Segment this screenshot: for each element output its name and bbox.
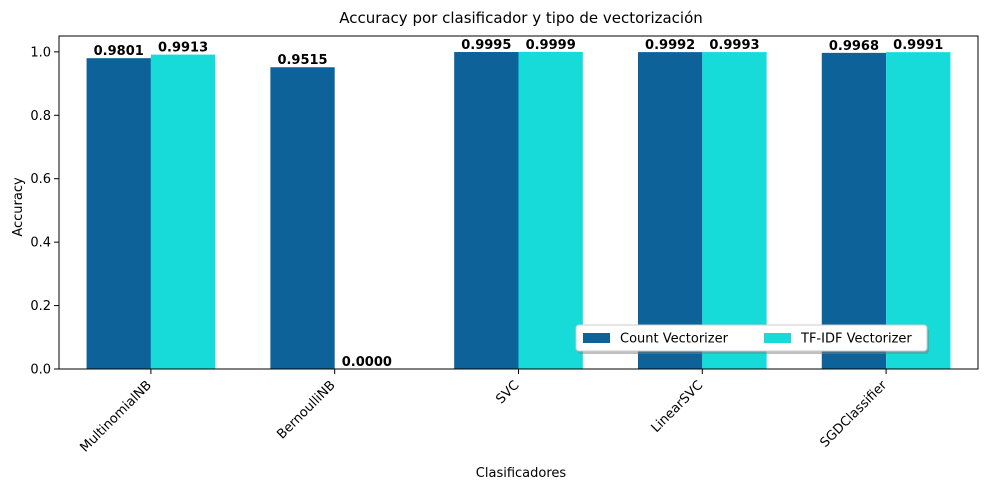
y-axis-label: Accuracy [11, 177, 26, 237]
value-label-tfidf-bernoullinb: 0.0000 [342, 355, 392, 370]
bar-tfidf-sgdclassifier [886, 52, 951, 369]
x-tick-label: LinearSVC [649, 378, 707, 436]
x-tick-label: SGDClassifier [817, 378, 890, 451]
value-label-count-bernoullinb: 0.9515 [277, 53, 327, 68]
x-tick-label: SVC [493, 378, 522, 407]
legend-swatch-tfidf [764, 333, 791, 343]
plot-area: 0.9801 0.9913 0.9515 0.0000 0.9995 0.9999 0.99… [58, 35, 979, 370]
y-tick-label: 0.8 [30, 109, 51, 124]
bar-count-sgdclassifier [821, 52, 887, 369]
y-tick-label: 1.0 [30, 45, 51, 60]
value-label-tfidf-sgdclassifier: 0.9991 [893, 38, 943, 53]
legend-label-count: Count Vectorizer [620, 332, 729, 347]
value-label-tfidf-svc: 0.9999 [526, 38, 576, 53]
x-axis-label: Clasificadores [476, 466, 567, 481]
bar-tfidf-linearsvc [702, 52, 767, 370]
legend-label-tfidf: TF-IDF Vectorizer [800, 332, 912, 347]
bars [86, 51, 951, 370]
value-label-tfidf-linearsvc: 0.9993 [709, 38, 759, 53]
y-tick-label: 0.0 [30, 363, 51, 378]
x-tick-label: MultinomialNB [77, 378, 154, 455]
bar-count-bernoullinb [270, 67, 335, 369]
bar-count-svc [454, 52, 519, 369]
value-labels: 0.9801 0.9913 0.9515 0.0000 0.9995 0.9999 0.99… [94, 38, 944, 370]
x-tick-label: BernoulliNB [274, 378, 338, 442]
bar-tfidf-svc [518, 51, 583, 370]
value-label-count-svc: 0.9995 [461, 38, 511, 53]
y-tick-label: 0.6 [30, 172, 51, 187]
bar-tfidf-multinomialnb [150, 54, 216, 370]
y-axis: 0.0 0.2 0.4 0.6 0.8 1.0 [30, 45, 59, 378]
legend-swatch-count [583, 333, 610, 343]
value-label-count-linearsvc: 0.9992 [645, 38, 695, 53]
legend-box [575, 324, 928, 352]
y-tick-label: 0.4 [30, 236, 51, 251]
bar-count-multinomialnb [86, 58, 151, 370]
chart-title: Accuracy por clasificador y tipo de vect… [339, 9, 703, 27]
value-label-tfidf-multinomialnb: 0.9913 [158, 41, 208, 56]
value-label-count-multinomialnb: 0.9801 [94, 44, 144, 59]
legend: Count Vectorizer TF-IDF Vectorizer [575, 324, 929, 354]
bar-count-linearsvc [637, 52, 703, 369]
x-axis: MultinomialNB BernoulliNB SVC LinearSVC SGDC… [77, 369, 891, 455]
value-label-count-sgdclassifier: 0.9968 [829, 39, 879, 54]
y-tick-label: 0.2 [30, 299, 51, 314]
